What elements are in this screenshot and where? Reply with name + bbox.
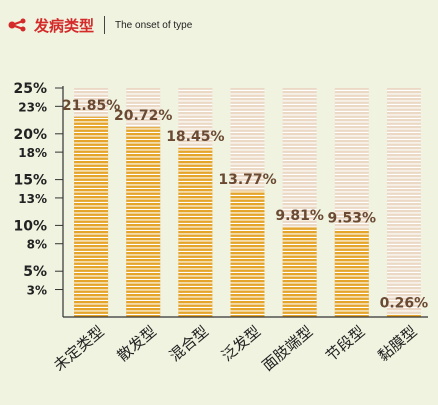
chart-title-cn: 发病类型 xyxy=(34,16,95,35)
y-tick-label: 15% xyxy=(13,173,47,189)
bar-background-stripes xyxy=(386,88,421,317)
bar-stripes xyxy=(334,229,369,317)
data-label: 13.77% xyxy=(218,172,276,188)
chart-header: 发病类型 The onset of type xyxy=(8,12,192,38)
y-tick-label: 3% xyxy=(27,284,47,298)
y-tick-label: 10% xyxy=(13,218,47,234)
x-tick-label: 散发型 xyxy=(114,322,160,365)
bar-stripes xyxy=(178,147,213,317)
bars-group xyxy=(74,88,421,317)
x-tick-label: 节段型 xyxy=(322,322,368,365)
x-tick-label: 泛发型 xyxy=(218,322,264,365)
y-tick-label: 20% xyxy=(13,127,47,143)
data-label: 20.72% xyxy=(114,108,172,124)
data-label: 21.85% xyxy=(62,98,120,114)
y-tick-label: 5% xyxy=(23,264,47,280)
y-tick-label: 8% xyxy=(27,238,47,252)
y-tick-label: 25% xyxy=(13,81,47,97)
chart-title-en: The onset of type xyxy=(115,19,193,31)
data-label: 0.26% xyxy=(380,296,429,312)
bar-stripes xyxy=(126,127,161,317)
x-tick-label: 面肢端型 xyxy=(259,322,317,374)
x-tick-label: 黏膜型 xyxy=(374,322,420,365)
molecule-icon xyxy=(8,18,26,32)
x-tick-label: 未定类型 xyxy=(50,322,108,374)
y-tick-label: 18% xyxy=(18,146,47,160)
bar-stripes xyxy=(74,116,109,317)
bar-stripes xyxy=(386,314,421,317)
x-tick-label: 混合型 xyxy=(166,322,212,365)
y-tick-label: 23% xyxy=(18,100,47,114)
bar-stripes xyxy=(230,190,265,317)
data-label: 18.45% xyxy=(166,129,224,145)
data-label: 9.53% xyxy=(327,211,376,227)
y-tick-label: 13% xyxy=(18,192,47,206)
data-label: 9.81% xyxy=(275,208,324,224)
header-divider xyxy=(104,16,106,34)
axes-group: 25% 23% 20% 18% 15% 13% 10% 8% 5% 3% xyxy=(13,81,428,318)
bar-stripes xyxy=(282,227,317,317)
